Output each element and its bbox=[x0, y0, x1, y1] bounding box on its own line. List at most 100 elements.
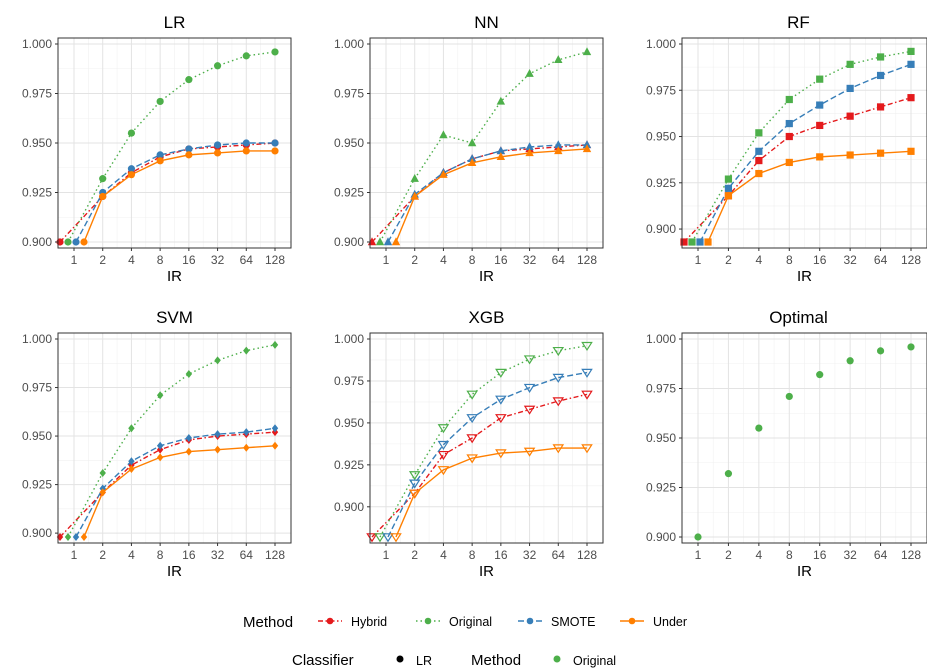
x-tick-label: 32 bbox=[211, 548, 225, 562]
point-original-64 bbox=[554, 55, 563, 64]
point-original-2 bbox=[99, 468, 106, 477]
point-under-8 bbox=[156, 453, 164, 462]
x-tick-label: 2 bbox=[725, 548, 732, 562]
point-under-4 bbox=[128, 465, 135, 474]
panel-nn: NN 0.900 0.925 0.950 0.975 1.000 1 2 4 8 16 32 64 128… bbox=[334, 13, 604, 285]
point-under-64 bbox=[876, 149, 885, 157]
x-tick-label: 4 bbox=[440, 253, 447, 267]
point-original-1 bbox=[64, 533, 72, 541]
point-original-4 bbox=[437, 424, 450, 434]
x-tick-label: 4 bbox=[756, 548, 763, 562]
y-tick-label: 0.950 bbox=[334, 136, 364, 150]
y-tick-label: 0.950 bbox=[22, 136, 52, 150]
point-smote-4 bbox=[755, 147, 763, 155]
y-tick-label: 1.000 bbox=[334, 332, 364, 346]
x-tick-label: 1 bbox=[383, 253, 390, 267]
point-under-2 bbox=[724, 192, 733, 200]
point-original-8 bbox=[466, 390, 478, 400]
point-under-32 bbox=[214, 445, 221, 454]
y-tick-label: 0.950 bbox=[646, 431, 676, 445]
legend-marker-original bbox=[424, 617, 432, 625]
point-original-128 bbox=[581, 341, 593, 352]
x-tick-label: 64 bbox=[240, 253, 254, 267]
y-tick-label: 0.950 bbox=[22, 429, 52, 443]
series-line-original bbox=[67, 51, 276, 243]
panel-title: NN bbox=[474, 13, 499, 32]
point-smote-128 bbox=[582, 140, 592, 149]
y-tick-label: 1.000 bbox=[22, 332, 52, 346]
point-under-128 bbox=[581, 444, 593, 454]
point-smote-32 bbox=[846, 84, 854, 93]
point-under-16 bbox=[496, 152, 506, 161]
x-tick-label: 8 bbox=[786, 253, 793, 267]
series-line-original bbox=[379, 51, 588, 243]
legend-marker-smote bbox=[526, 617, 534, 625]
x-tick-label: 128 bbox=[901, 253, 921, 267]
panel-rf: RF 0.900 0.925 0.950 0.975 1.000 1 2 4 8 16 32 64 128… bbox=[646, 13, 927, 285]
point-original-4 bbox=[127, 129, 136, 137]
point-original-8 bbox=[467, 138, 477, 147]
point-smote-128 bbox=[271, 139, 279, 147]
x-tick-label: 32 bbox=[523, 253, 537, 267]
x-tick-label: 2 bbox=[411, 548, 418, 562]
legend-label-under: Under bbox=[653, 615, 687, 629]
y-tick-label: 0.950 bbox=[334, 416, 364, 430]
x-tick-label: 1 bbox=[71, 548, 78, 562]
point-smote-2 bbox=[408, 479, 421, 489]
point-under-1 bbox=[80, 533, 88, 541]
point-under-64 bbox=[554, 146, 563, 155]
panel-border bbox=[57, 332, 292, 544]
x-tick-label: 4 bbox=[128, 548, 135, 562]
point-smote-1 bbox=[383, 237, 393, 246]
y-tick-label: 0.975 bbox=[646, 83, 676, 97]
point-original-8 bbox=[156, 391, 164, 400]
x-tick-label: 32 bbox=[843, 253, 857, 267]
y-tick-label: 0.975 bbox=[22, 87, 52, 101]
point-smote-8 bbox=[466, 414, 478, 424]
point-smote-1 bbox=[72, 238, 80, 246]
legend-title-method: Method bbox=[243, 614, 293, 631]
panel-title: RF bbox=[787, 13, 810, 32]
x-tick-label: 1 bbox=[383, 548, 390, 562]
y-tick-label: 0.975 bbox=[334, 87, 364, 101]
x-axis-label: IR bbox=[167, 563, 182, 580]
point-original-4 bbox=[755, 424, 763, 432]
x-tick-label: 16 bbox=[182, 548, 196, 562]
point-smote-8 bbox=[467, 154, 477, 163]
x-tick-label: 4 bbox=[128, 253, 135, 267]
point-under-16 bbox=[816, 153, 824, 161]
point-smote-8 bbox=[785, 119, 793, 128]
y-tick-label: 0.975 bbox=[334, 374, 364, 388]
x-tick-label: 2 bbox=[99, 548, 106, 562]
x-axis-label: IR bbox=[797, 268, 812, 285]
panel-border bbox=[369, 332, 604, 544]
x-tick-label: 8 bbox=[157, 548, 164, 562]
point-smote-32 bbox=[525, 142, 534, 151]
point-under-8 bbox=[466, 454, 478, 464]
y-tick-label: 1.000 bbox=[334, 37, 364, 51]
legend: Method Hybrid Original SMOTE Under Classifier… bbox=[243, 614, 687, 669]
point-under-1 bbox=[391, 237, 401, 246]
point-original-4 bbox=[128, 424, 135, 433]
legend-title-method2: Method bbox=[471, 652, 521, 669]
x-tick-label: 16 bbox=[813, 548, 827, 562]
point-original-16 bbox=[816, 75, 824, 83]
point-under-8 bbox=[467, 158, 477, 166]
x-tick-label: 16 bbox=[182, 253, 196, 267]
y-tick-label: 0.900 bbox=[646, 530, 676, 544]
point-original-32 bbox=[523, 355, 536, 365]
x-tick-label: 128 bbox=[265, 253, 285, 267]
x-tick-label: 4 bbox=[756, 253, 763, 267]
point-under-2 bbox=[408, 489, 421, 499]
x-tick-label: 2 bbox=[725, 253, 732, 267]
point-under-128 bbox=[907, 147, 915, 155]
point-original-16 bbox=[185, 369, 193, 378]
point-under-1 bbox=[80, 238, 88, 246]
point-under-16 bbox=[185, 151, 193, 159]
point-original-32 bbox=[846, 60, 854, 68]
x-tick-label: 16 bbox=[494, 548, 508, 562]
legend-label-method2: Original bbox=[573, 654, 616, 668]
x-tick-label: 64 bbox=[552, 253, 566, 267]
x-tick-label: 1 bbox=[695, 253, 702, 267]
panel-title: XGB bbox=[469, 308, 505, 327]
